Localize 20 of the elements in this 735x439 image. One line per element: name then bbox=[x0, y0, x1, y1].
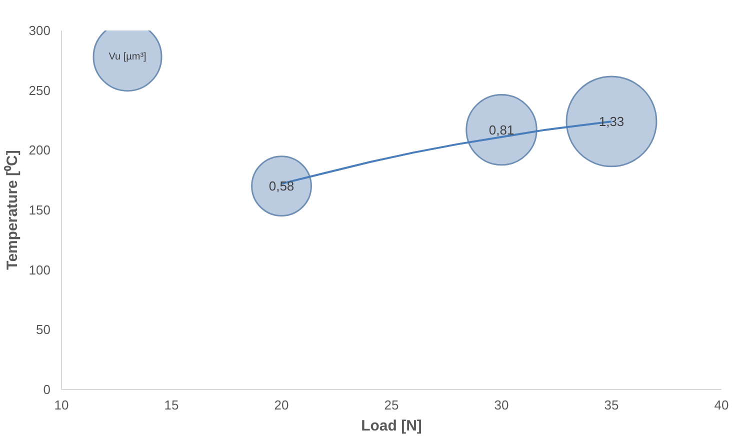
x-tick-label: 40 bbox=[714, 398, 729, 412]
y-tick-label: 50 bbox=[36, 322, 51, 338]
y-axis-title: Temperature [⁰C] bbox=[2, 150, 21, 270]
y-tick-label: 100 bbox=[28, 262, 51, 278]
y-tick-label: 300 bbox=[28, 23, 51, 38]
y-tick-label: 250 bbox=[28, 82, 51, 98]
x-tick-label: 15 bbox=[164, 398, 179, 412]
y-tick-label: 0 bbox=[43, 382, 51, 397]
x-tick-label: 25 bbox=[384, 398, 399, 412]
x-tick-label: 20 bbox=[274, 398, 289, 412]
x-tick-label: 10 bbox=[54, 398, 69, 412]
data-label: 0,58 bbox=[268, 178, 294, 194]
x-axis-title: Load [N] bbox=[361, 418, 422, 434]
x-tick-label: 35 bbox=[604, 398, 619, 412]
x-tick-label: 30 bbox=[494, 398, 509, 412]
series-label: Vu [µm³] bbox=[108, 51, 147, 62]
y-tick-label: 150 bbox=[28, 202, 51, 218]
data-label: 1,33 bbox=[598, 114, 624, 129]
y-tick-label: 200 bbox=[28, 142, 51, 158]
data-label: 0,81 bbox=[488, 122, 514, 138]
